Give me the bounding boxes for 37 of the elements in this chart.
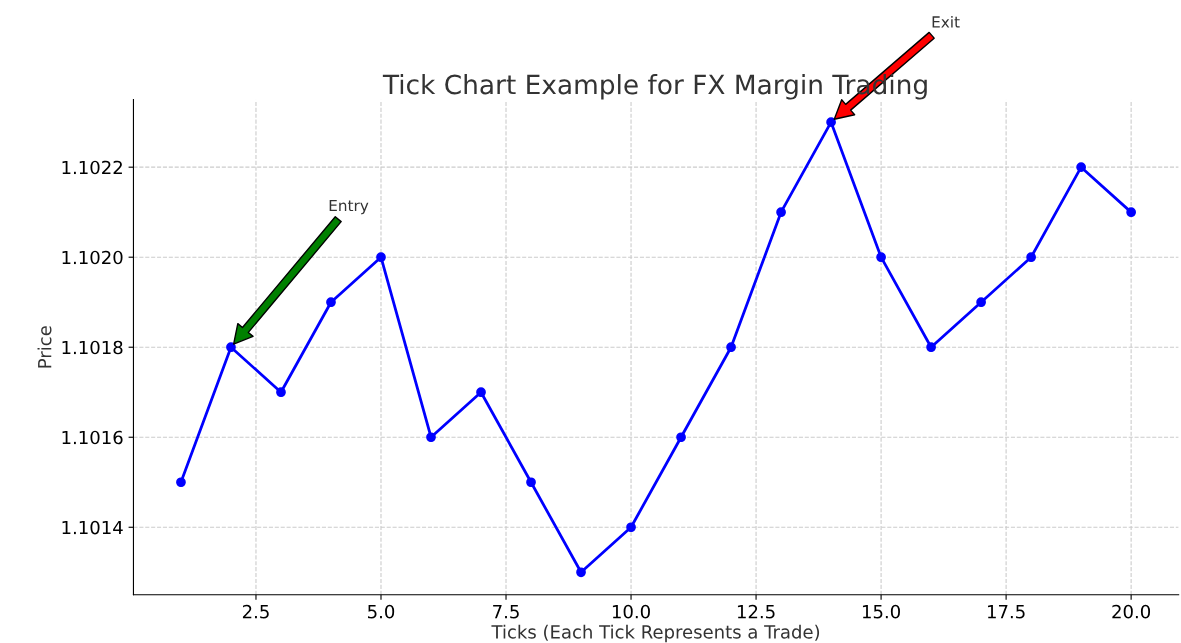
point — [276, 387, 286, 398]
x-tick-label: 17.5 — [987, 605, 1025, 619]
point — [326, 297, 336, 308]
point — [526, 477, 536, 488]
point — [1026, 252, 1036, 263]
point — [926, 342, 936, 353]
point — [876, 252, 886, 263]
point — [726, 342, 736, 353]
point — [976, 297, 986, 308]
point — [426, 432, 436, 443]
y-tick-label: 1.1016 — [62, 430, 123, 445]
x-tick-label: 12.5 — [737, 604, 775, 619]
text: Exit — [932, 15, 960, 28]
point — [576, 567, 586, 578]
x-tick-label: 7.5 — [493, 605, 519, 619]
point — [626, 522, 636, 533]
x-axis-title: Ticks (Each Tick Represents a Trade) — [491, 624, 820, 643]
point — [1126, 207, 1136, 218]
y-tick-label: 1.1020 — [62, 250, 123, 265]
point — [176, 477, 186, 488]
annotation: Entry — [329, 199, 369, 215]
point — [826, 117, 836, 128]
y-tick-label: 1.1022 — [62, 160, 122, 175]
x-tick-label: 20.0 — [1112, 604, 1151, 619]
point — [226, 342, 236, 353]
point — [776, 207, 786, 218]
x-tick-label: 5.0 — [368, 604, 395, 619]
y-axis-title: Price — [37, 326, 52, 368]
y-tick-label: 1.1018 — [62, 340, 123, 355]
point — [376, 252, 386, 263]
x-tick-label: 10.0 — [612, 604, 650, 619]
x-tick-label: 15.0 — [862, 604, 900, 619]
x-tick-label: 2.5 — [242, 604, 269, 619]
point — [1076, 162, 1086, 173]
point — [676, 432, 686, 443]
point — [476, 387, 486, 398]
y-tick-label: 1.1014 — [62, 520, 123, 535]
